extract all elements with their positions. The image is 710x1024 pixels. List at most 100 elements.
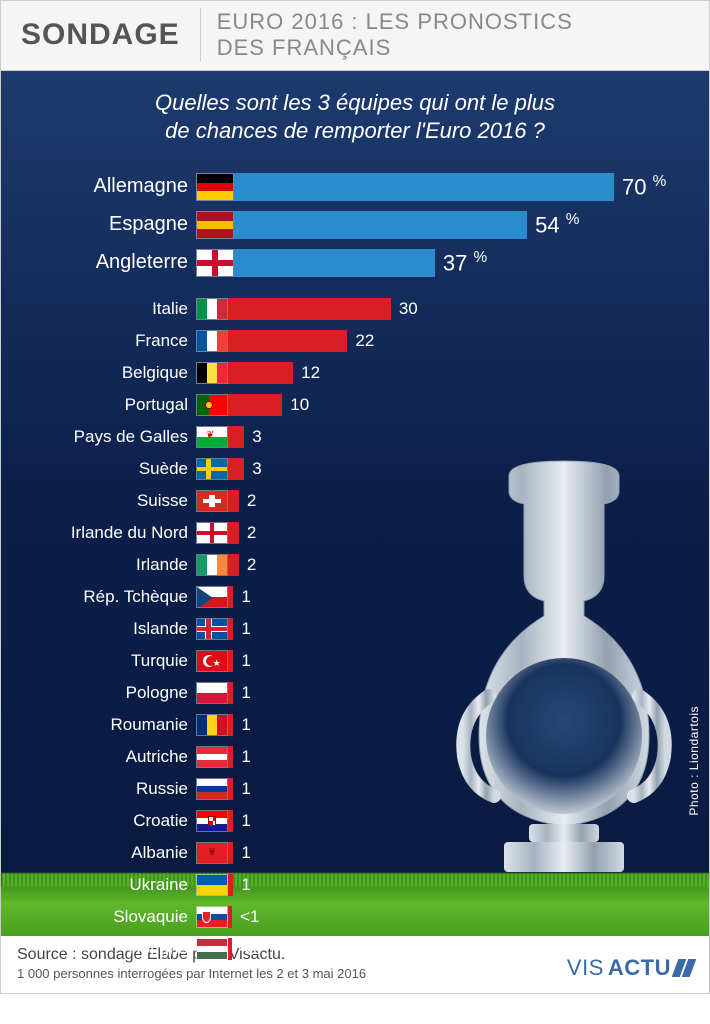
header-title-line2: DES FRANÇAIS	[217, 35, 573, 61]
bar	[228, 394, 282, 416]
bar	[228, 778, 233, 800]
value-label: 2	[247, 555, 256, 575]
flag-icon	[196, 778, 228, 800]
bar	[228, 586, 233, 608]
country-label: Suisse	[31, 491, 196, 511]
flag-icon	[196, 714, 228, 736]
bar	[228, 618, 233, 640]
bar-row: Roumanie 1	[31, 710, 679, 740]
flag-icon	[196, 586, 228, 608]
bar-row: France 22	[31, 326, 679, 356]
value-label: 10	[290, 395, 309, 415]
bar-row: Suisse 2	[31, 486, 679, 516]
flag-icon	[196, 211, 234, 239]
bar-row: Italie 30	[31, 294, 679, 324]
value-label: <1	[240, 939, 259, 959]
bar	[228, 458, 244, 480]
bar-wrap: <1	[228, 906, 679, 928]
bar	[228, 362, 293, 384]
country-label: Croatie	[31, 811, 196, 831]
value-label: 3	[252, 459, 261, 479]
flag-icon	[196, 298, 228, 320]
value-label: 12	[301, 363, 320, 383]
rest-group: Italie 30 France 22 Belgique 12 Portugal…	[31, 294, 679, 964]
header-title: EURO 2016 : LES PRONOSTICS DES FRANÇAIS	[201, 1, 589, 70]
value-label: 1	[241, 683, 250, 703]
question-line1: Quelles sont les 3 équipes qui ont le pl…	[31, 89, 679, 118]
country-label: Ukraine	[31, 875, 196, 895]
country-label: Italie	[31, 299, 196, 319]
bar-wrap: 1	[228, 842, 679, 864]
country-label: Espagne	[31, 213, 196, 236]
bar	[228, 842, 233, 864]
flag-icon	[196, 746, 228, 768]
bar-row: Allemagne 70 %	[31, 170, 679, 204]
top-three-group: Allemagne 70 % Espagne 54 % Angleterre 3…	[31, 170, 679, 280]
flag-icon	[196, 490, 228, 512]
bar-row: Pologne 1	[31, 678, 679, 708]
bar	[234, 249, 435, 277]
bar-wrap: 10	[228, 394, 679, 416]
bar	[228, 330, 347, 352]
bar	[228, 874, 233, 896]
country-label: Portugal	[31, 395, 196, 415]
bar-wrap: 1	[228, 682, 679, 704]
header: SONDAGE EURO 2016 : LES PRONOSTICS DES F…	[1, 1, 709, 71]
country-label: Pays de Galles	[31, 427, 196, 447]
country-label: Irlande du Nord	[31, 523, 196, 543]
flag-icon: ♅	[196, 842, 228, 864]
bar	[228, 554, 239, 576]
header-tag: SONDAGE	[1, 8, 201, 62]
bar-row: Autriche 1	[31, 742, 679, 772]
bar-wrap: 1	[228, 586, 679, 608]
flag-icon	[196, 330, 228, 352]
bar-wrap: 1	[228, 746, 679, 768]
value-label: <1	[240, 907, 259, 927]
bar-row: Ukraine 1	[31, 870, 679, 900]
flag-icon	[196, 362, 228, 384]
bar-row: Irlande du Nord ✶ 2	[31, 518, 679, 548]
value-label: 1	[241, 875, 250, 895]
country-label: Roumanie	[31, 715, 196, 735]
bar-wrap: 12	[228, 362, 679, 384]
country-label: Angleterre	[31, 251, 196, 274]
survey-question: Quelles sont les 3 équipes qui ont le pl…	[31, 89, 679, 146]
flag-icon	[196, 554, 228, 576]
bar-row: Suède 3	[31, 454, 679, 484]
infographic-container: SONDAGE EURO 2016 : LES PRONOSTICS DES F…	[0, 0, 710, 994]
bar-row: Slovaquie <1	[31, 902, 679, 932]
bar	[228, 714, 233, 736]
bar	[228, 650, 233, 672]
flag-icon	[196, 618, 228, 640]
value-label: 1	[241, 651, 250, 671]
bar-row: Portugal 10	[31, 390, 679, 420]
bar-wrap: 37 %	[234, 249, 679, 277]
flag-icon	[196, 810, 228, 832]
country-label: Hongrie	[31, 939, 196, 959]
country-label: Russie	[31, 779, 196, 799]
bar-row: Croatie 1	[31, 806, 679, 836]
flag-icon: ✶	[196, 522, 228, 544]
bar-chart: Allemagne 70 % Espagne 54 % Angleterre 3…	[31, 170, 679, 964]
bar	[228, 298, 391, 320]
flag-icon: ❦	[196, 426, 228, 448]
bar-row: Islande 1	[31, 614, 679, 644]
bar-row: Pays de Galles ❦ 3	[31, 422, 679, 452]
question-line2: de chances de remporter l'Euro 2016 ?	[31, 117, 679, 146]
country-label: Pologne	[31, 683, 196, 703]
flag-icon	[196, 874, 228, 896]
value-label: 1	[241, 843, 250, 863]
value-label: 54 %	[535, 211, 579, 238]
bar-wrap: 1	[228, 874, 679, 896]
bar	[234, 211, 527, 239]
value-label: 22	[355, 331, 374, 351]
photo-credit: Photo : Liondartois	[687, 706, 701, 816]
bar-wrap: 3	[228, 426, 679, 448]
country-label: Slovaquie	[31, 907, 196, 927]
bar-wrap: 3	[228, 458, 679, 480]
country-label: Belgique	[31, 363, 196, 383]
country-label: Islande	[31, 619, 196, 639]
bar-wrap: 70 %	[234, 173, 679, 201]
country-label: Irlande	[31, 555, 196, 575]
flag-icon: ★	[196, 650, 228, 672]
